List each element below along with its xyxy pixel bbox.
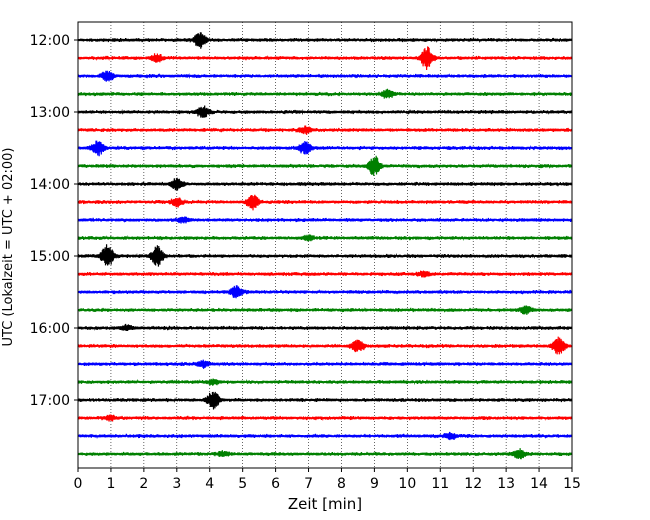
trace-1545 (77, 305, 573, 315)
trace-1300 (77, 105, 573, 118)
trace-1230 (77, 70, 573, 82)
x-tick-label: 5 (238, 476, 247, 492)
trace-1330 (77, 140, 573, 157)
plot-frame (77, 21, 573, 469)
trace-1715 (77, 414, 573, 422)
trace-1445 (77, 234, 573, 242)
trace-1615 (77, 336, 573, 355)
x-tick-label: 8 (337, 476, 346, 492)
x-tick-label: 4 (205, 476, 214, 492)
y-tick-label: 13:00 (30, 105, 70, 121)
x-tick-label: 2 (139, 476, 148, 492)
x-tick-label: 13 (497, 476, 515, 492)
y-tick-label: 17:00 (30, 393, 70, 409)
y-tick-label: 15:00 (30, 249, 70, 265)
x-tick-label: 15 (563, 476, 581, 492)
x-tick-label: 12 (464, 476, 482, 492)
trace-1430 (77, 216, 573, 224)
trace-1315 (77, 125, 573, 135)
trace-1730 (77, 431, 573, 441)
x-tick-label: 0 (74, 476, 83, 492)
trace-1415 (77, 194, 573, 211)
trace-1215 (77, 46, 573, 71)
x-tick-label: 7 (304, 476, 313, 492)
trace-1745 (77, 448, 573, 460)
trace-1600 (77, 323, 573, 331)
x-tick-label: 6 (271, 476, 280, 492)
trace-1500 (77, 244, 573, 267)
x-tick-label: 1 (106, 476, 115, 492)
trace-1345 (77, 155, 573, 176)
trace-1700 (77, 391, 573, 410)
y-tick-label: 14:00 (30, 177, 70, 193)
trace-layer (77, 32, 573, 460)
x-axis-label: Zeit [min] (288, 495, 362, 513)
x-tick-label: 3 (172, 476, 181, 492)
x-tick-label: 9 (370, 476, 379, 492)
y-tick-label: 16:00 (30, 321, 70, 337)
trace-1245 (77, 88, 573, 99)
x-tick-label: 10 (398, 476, 416, 492)
x-tick-label: 14 (530, 476, 548, 492)
trace-1200 (77, 32, 573, 49)
y-axis-ticks: 12:00 13:00 14:00 15:00 16:00 17:00 (30, 33, 78, 409)
trace-1530 (77, 285, 573, 299)
x-axis-ticks: 0 1 2 3 4 5 6 7 8 9 10 11 12 13 14 15 (74, 468, 581, 492)
trace-1645 (77, 378, 573, 386)
y-tick-label: 12:00 (30, 33, 70, 49)
trace-1630 (77, 359, 573, 369)
x-tick-label: 11 (431, 476, 449, 492)
trace-1515 (77, 270, 573, 278)
y-axis-label: UTC (Lokalzeit = UTC + 02:00) (1, 148, 16, 347)
trace-1400 (77, 177, 573, 191)
